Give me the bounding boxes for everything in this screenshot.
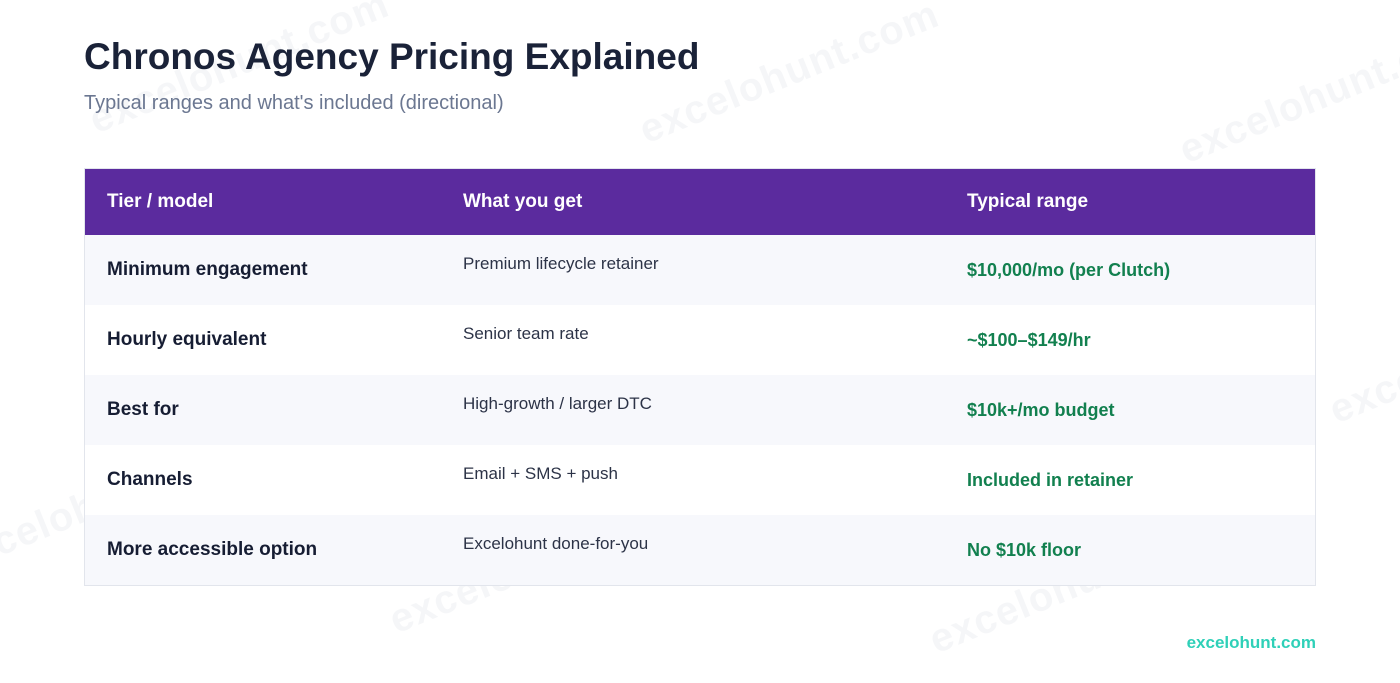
column-header-typical-range: Typical range — [967, 191, 1089, 212]
what-you-get-cell: Email + SMS + push — [463, 464, 618, 483]
table-row: More accessible option Excelohunt done-f… — [85, 515, 1315, 585]
what-you-get-cell: High-growth / larger DTC — [463, 394, 652, 413]
column-header-tier: Tier / model — [107, 191, 214, 212]
table-row: Channels Email + SMS + push Included in … — [85, 445, 1315, 515]
page-subtitle: Typical ranges and what's included (dire… — [84, 92, 504, 114]
typical-range-cell: No $10k floor — [967, 539, 1082, 560]
watermark-text: excelohunt.com — [1173, 11, 1400, 173]
watermark-text: excelohunt.com — [1323, 271, 1400, 433]
tier-cell: Channels — [107, 469, 193, 490]
table-row: Minimum engagement Premium lifecycle ret… — [85, 235, 1315, 305]
tier-cell: Minimum engagement — [107, 259, 308, 280]
table-row: Best for High-growth / larger DTC $10k+/… — [85, 375, 1315, 445]
what-you-get-cell: Excelohunt done-for-you — [463, 534, 649, 553]
typical-range-cell: $10,000/mo (per Clutch) — [967, 259, 1171, 280]
typical-range-cell: ~$100–$149/hr — [967, 329, 1091, 350]
column-header-what-you-get: What you get — [463, 191, 583, 212]
tier-cell: Hourly equivalent — [107, 329, 267, 350]
typical-range-cell: $10k+/mo budget — [967, 399, 1115, 420]
what-you-get-cell: Premium lifecycle retainer — [463, 254, 659, 273]
pricing-table: Tier / model What you get Typical range … — [84, 168, 1316, 586]
tier-cell: Best for — [107, 399, 179, 420]
what-you-get-cell: Senior team rate — [463, 324, 589, 343]
tier-cell: More accessible option — [107, 539, 318, 560]
footer-brand-link[interactable]: excelohunt.com — [1186, 633, 1316, 652]
typical-range-cell: Included in retainer — [967, 469, 1134, 490]
page-title: Chronos Agency Pricing Explained — [84, 36, 700, 77]
table-header-row: Tier / model What you get Typical range — [85, 169, 1315, 235]
table-row: Hourly equivalent Senior team rate ~$100… — [85, 305, 1315, 375]
